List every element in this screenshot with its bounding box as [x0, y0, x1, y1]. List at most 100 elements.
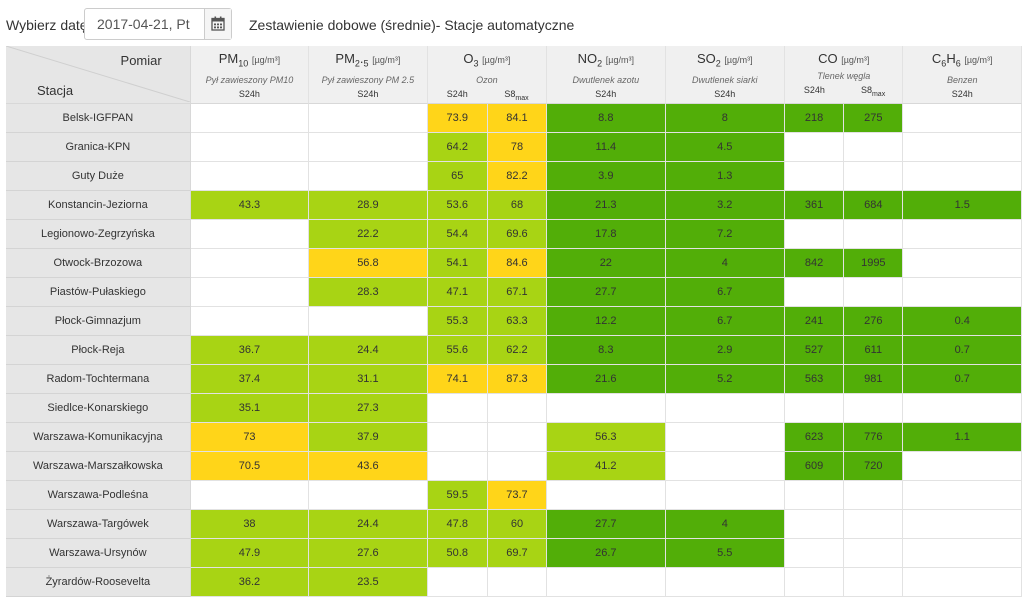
value-cell: 5.5	[665, 539, 785, 569]
value-cell	[665, 423, 785, 453]
value-cell: 3.2	[665, 191, 785, 221]
value-cell	[903, 249, 1022, 279]
measurement-header: Pomiar	[120, 53, 162, 68]
value-cell: 63.3	[487, 307, 548, 337]
pollutant-unit: [µg/m³]	[482, 55, 511, 65]
value-cell: 22.2	[309, 220, 428, 250]
value-cell	[309, 133, 428, 163]
sub-label: S24h	[238, 88, 260, 99]
table-row: Warszawa-Marszałkowska 70.5 43.6 41.2 609 720	[6, 452, 1022, 482]
station-name: Piastów-Pułaskiego	[6, 278, 191, 308]
value-cell	[190, 249, 310, 279]
value-cell: 4.5	[665, 133, 785, 163]
table-row: Warszawa-Komunikacyjna 73 37.9 56.3 623 776 1.…	[6, 423, 1022, 453]
value-cell: 82.2	[487, 162, 548, 192]
value-cell: 5.2	[665, 365, 785, 395]
value-cell: 26.7	[547, 539, 666, 569]
sub-label: S8max	[860, 85, 886, 98]
value-cell	[487, 452, 548, 482]
value-cell: 55.3	[427, 307, 488, 337]
station-name: Płock-Reja	[6, 336, 191, 366]
value-cell: 0.7	[903, 365, 1022, 395]
value-cell: 36.7	[190, 336, 310, 366]
value-cell: 4	[665, 249, 785, 279]
value-cell: 27.7	[547, 278, 666, 308]
value-cell: 684	[844, 191, 904, 221]
value-cell: 623	[785, 423, 845, 453]
value-cell	[903, 452, 1022, 482]
pollutant-header-pm10: PM10 [µg/m³] Pył zawieszony PM10 S24h	[190, 46, 310, 105]
value-cell: 21.6	[547, 365, 666, 395]
value-cell: 24.4	[309, 336, 428, 366]
pollutant-header-pm25: PM2.5 [µg/m³] Pył zawieszony PM 2.5 S24h	[309, 46, 428, 105]
value-cell	[309, 162, 428, 192]
pollutant-header-o: O3 [µg/m³] Ozon S24h S8max	[427, 46, 548, 105]
toolbar: Wybierz datę: Zestawienie dobowe (średni…	[0, 0, 1024, 46]
value-cell	[844, 220, 904, 250]
pollutant-unit: [µg/m³]	[251, 55, 281, 65]
station-name: Radom-Tochtermana	[6, 365, 191, 395]
value-cell: 60	[487, 510, 548, 540]
value-cell: 67.1	[487, 278, 548, 308]
station-name: Guty Duże	[6, 162, 191, 192]
value-cell: 70.5	[190, 452, 310, 482]
value-cell	[844, 510, 904, 540]
pollutant-header-no: NO2 [µg/m³] Dwutlenek azotu S24h	[547, 46, 666, 105]
value-cell: 7.2	[665, 220, 785, 250]
pollutant-name: PM10 [µg/m³]	[218, 51, 281, 69]
sub-label: S24h	[357, 88, 379, 99]
value-cell	[190, 133, 310, 163]
value-cell: 27.3	[309, 394, 428, 424]
value-cell: 275	[844, 104, 904, 134]
calendar-button[interactable]	[204, 9, 231, 39]
table-row: Warszawa-Ursynów 47.9 27.6 50.8 69.7 26.7 5.5	[6, 539, 1022, 569]
value-cell: 2.9	[665, 336, 785, 366]
value-cell	[903, 481, 1022, 511]
value-cell: 12.2	[547, 307, 666, 337]
table-row: Guty Duże 65 82.2 3.9 1.3	[6, 162, 1022, 192]
date-input[interactable]	[85, 9, 206, 39]
sub-labels: S24h S8max	[785, 85, 902, 100]
value-cell: 54.1	[427, 249, 488, 279]
value-cell	[844, 481, 904, 511]
value-cell: 73.9	[427, 104, 488, 134]
sub-labels: S24h S8max	[428, 89, 546, 104]
pollutant-description: Dwutlenek azotu	[572, 74, 640, 85]
value-cell: 276	[844, 307, 904, 337]
table-row: Belsk-IGFPAN 73.9 84.1 8.8 8 218 275	[6, 104, 1022, 134]
value-cell: 84.1	[487, 104, 548, 134]
value-cell	[785, 481, 845, 511]
value-cell	[903, 220, 1022, 250]
pollutant-description: Ozon	[476, 74, 498, 85]
table-row: Siedlce-Konarskiego 35.1 27.3	[6, 394, 1022, 424]
table-row: Granica-KPN 64.2 78 11.4 4.5	[6, 133, 1022, 163]
value-cell	[190, 104, 310, 134]
value-cell: 73	[190, 423, 310, 453]
pollutant-name: O3 [µg/m³]	[463, 51, 511, 69]
value-cell: 27.6	[309, 539, 428, 569]
value-cell: 720	[844, 452, 904, 482]
value-cell: 0.4	[903, 307, 1022, 337]
value-cell	[844, 539, 904, 569]
value-cell	[903, 568, 1022, 598]
value-cell: 69.7	[487, 539, 548, 569]
pollutant-description: Pył zawieszony PM 2.5	[321, 74, 415, 85]
value-cell: 38	[190, 510, 310, 540]
value-cell	[665, 452, 785, 482]
value-cell	[785, 133, 845, 163]
pollutant-unit: [µg/m³]	[724, 55, 753, 65]
pollutant-description: Pył zawieszony PM10	[205, 74, 294, 85]
value-cell	[785, 278, 845, 308]
value-cell: 47.8	[427, 510, 488, 540]
value-cell: 36.2	[190, 568, 310, 598]
date-picker[interactable]	[84, 8, 232, 40]
station-name: Warszawa-Marszałkowska	[6, 452, 191, 482]
value-cell	[190, 220, 310, 250]
station-name: Warszawa-Ursynów	[6, 539, 191, 569]
value-cell	[903, 278, 1022, 308]
station-name: Żyrardów-Roosevelta	[6, 568, 191, 598]
value-cell	[785, 220, 845, 250]
station-name: Konstancin-Jeziorna	[6, 191, 191, 221]
sub-label: S24h	[446, 88, 468, 99]
value-cell	[785, 568, 845, 598]
